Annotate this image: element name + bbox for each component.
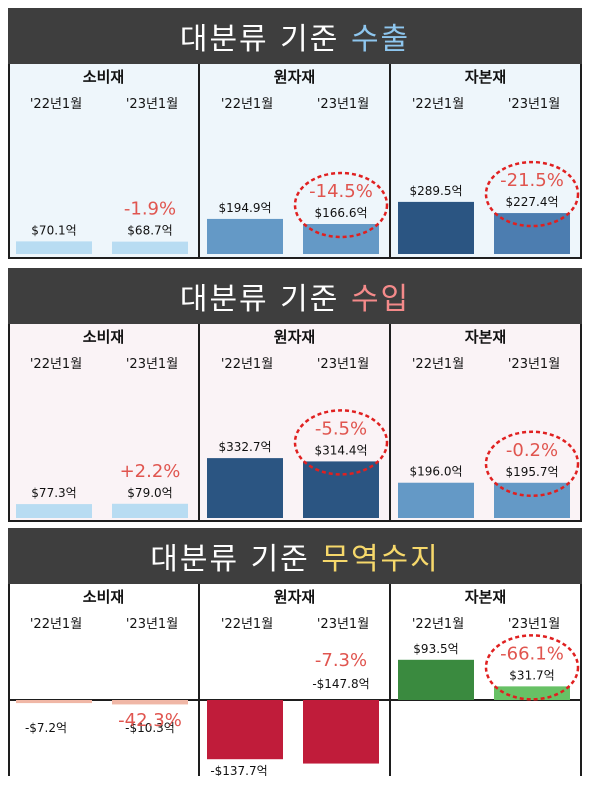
banner-title-export: 대분류 기준 수출 [179, 22, 411, 57]
value-label: -$147.8억 [312, 677, 369, 691]
trade-balance-chart: 소비재'22년1월 '23년1월-$7.2억 -$10.3억-42.3%원자재'22… [8, 584, 582, 776]
banner-highlight-import: 수입 [350, 282, 411, 317]
category-label-raw: 원자재 [274, 68, 315, 86]
highlight-circle-capital [484, 634, 580, 701]
value-label: $93.5억 [413, 642, 458, 656]
bar-consumer-2023 [112, 700, 188, 705]
bar-capital-2022 [398, 482, 474, 518]
value-label: $289.5억 [409, 184, 462, 198]
bar-raw-2022 [207, 218, 283, 254]
period-label: '22년1월 [221, 357, 273, 372]
bar-capital-2023 [494, 482, 570, 518]
bar-capital-2023 [494, 686, 570, 700]
bar-raw-2022 [207, 700, 283, 760]
import-chart: 소비재'22년1월 '23년1월$77.3억 $79.0억+2.2%원자재'22년1… [8, 324, 582, 522]
period-label: '22년1월 [412, 357, 464, 372]
panel-background [8, 64, 582, 259]
value-label: $195.7억 [505, 465, 558, 479]
period-label: '22년1월 [30, 617, 82, 632]
value-label: -$10.3억 [125, 721, 175, 735]
period-label: '23년1월 [508, 97, 560, 112]
change-label-raw: -14.5% [309, 181, 373, 202]
highlight-circle-capital [484, 430, 580, 498]
period-label: '22년1월 [30, 357, 82, 372]
banner-import: 대분류 기준 수입 [8, 268, 582, 324]
change-label-capital: -66.1% [500, 643, 564, 664]
change-label-raw: -5.5% [315, 418, 367, 439]
bar-capital-2022 [398, 659, 474, 700]
bar-raw-2023 [303, 700, 379, 764]
bar-capital-2023 [494, 213, 570, 254]
panel-background [8, 584, 582, 776]
bar-capital-2022 [398, 201, 474, 254]
category-label-consumer: 소비재 [83, 68, 124, 86]
value-label: $31.7억 [509, 668, 554, 682]
period-label: '22년1월 [221, 97, 273, 112]
period-label: '22년1월 [30, 97, 82, 112]
value-label: $77.3억 [31, 486, 76, 500]
highlight-circle-raw [293, 171, 389, 239]
value-label: $196.0억 [409, 465, 462, 479]
change-label-capital: -21.5% [500, 170, 564, 191]
change-label-raw: -7.3% [315, 650, 367, 671]
value-label: $194.9억 [218, 201, 271, 215]
value-label: -$7.2억 [25, 721, 67, 735]
value-label: $314.4억 [314, 443, 367, 457]
change-label-consumer: -1.9% [124, 199, 176, 220]
period-label: '23년1월 [126, 357, 178, 372]
category-label-consumer: 소비재 [83, 588, 124, 606]
change-label-capital: -0.2% [506, 440, 558, 461]
value-label: $332.7억 [218, 440, 271, 454]
category-label-consumer: 소비재 [83, 328, 124, 346]
banner-highlight-trade: 무역수지 [321, 542, 440, 577]
change-label-consumer: +2.2% [120, 461, 181, 482]
value-label: $227.4억 [505, 195, 558, 209]
period-label: '22년1월 [412, 97, 464, 112]
banner-highlight-export: 수출 [350, 22, 411, 57]
change-label-consumer: -42.3% [118, 710, 182, 731]
period-label: '23년1월 [317, 617, 369, 632]
highlight-circle-raw [293, 409, 389, 476]
period-label: '23년1월 [508, 357, 560, 372]
value-label: $166.6억 [314, 206, 367, 220]
period-label: '22년1월 [412, 617, 464, 632]
panel-background [8, 324, 582, 522]
period-label: '23년1월 [317, 357, 369, 372]
category-label-capital: 자본재 [465, 588, 506, 606]
period-label: '22년1월 [221, 617, 273, 632]
value-label: $79.0억 [127, 486, 172, 500]
banner-trade-balance: 대분류 기준 무역수지 [8, 528, 582, 584]
bar-consumer-2023 [112, 503, 188, 518]
value-label: $68.7억 [127, 224, 172, 238]
banner-title-import: 대분류 기준 수입 [179, 282, 411, 317]
export-chart: 소비재'22년1월 '23년1월$70.1억 $68.7억-1.9%원자재'22년1… [8, 64, 582, 259]
highlight-circle-capital [484, 160, 580, 228]
banner-export: 대분류 기준 수출 [8, 8, 582, 64]
bar-consumer-2022 [16, 241, 92, 254]
category-label-raw: 원자재 [274, 588, 315, 606]
banner-title-trade: 대분류 기준 무역수지 [150, 542, 440, 577]
period-label: '23년1월 [317, 97, 369, 112]
bar-raw-2023 [303, 224, 379, 254]
category-label-capital: 자본재 [465, 328, 506, 346]
bar-consumer-2022 [16, 504, 92, 518]
period-label: '23년1월 [126, 617, 178, 632]
bar-consumer-2023 [112, 241, 188, 254]
bar-raw-2023 [303, 461, 379, 518]
period-label: '23년1월 [126, 97, 178, 112]
value-label: $70.1억 [31, 223, 76, 237]
category-label-capital: 자본재 [465, 68, 506, 86]
value-label: -$137.7억 [210, 764, 267, 776]
category-label-raw: 원자재 [274, 328, 315, 346]
bar-raw-2022 [207, 458, 283, 518]
period-label: '23년1월 [508, 617, 560, 632]
bar-consumer-2022 [16, 700, 92, 704]
